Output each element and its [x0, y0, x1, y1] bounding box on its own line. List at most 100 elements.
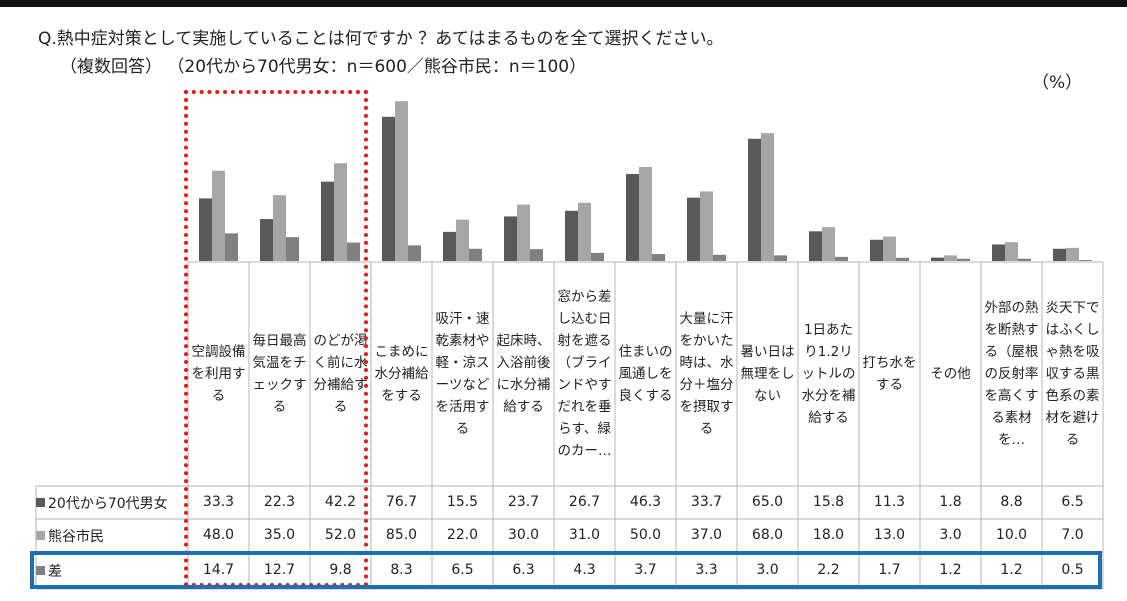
- legend-text: 差: [48, 563, 62, 580]
- sample-description: （複数回答） （20代から70代男女：n＝600／熊谷市民：n＝100）: [60, 57, 587, 77]
- category-label-text: 炎天下ではふくしゃ熱を吸収する黒色系の素材を避ける: [1045, 300, 1100, 448]
- bar-2-15: [1066, 247, 1079, 261]
- bar-3-2: [286, 237, 299, 261]
- table-cell: 10.0: [995, 527, 1028, 543]
- bar-3-7: [591, 252, 604, 261]
- category-label: 打ち水をする: [859, 262, 920, 486]
- category-label: 窓から差し込む日射を遮る（ブラインドやすだれを垂らす、緑のカー…: [554, 262, 615, 486]
- legend-swatch: [36, 566, 45, 575]
- category-label: 起床時、入浴前後に水分補給する: [493, 262, 554, 486]
- category-label: 空調設備を利用する: [188, 262, 249, 486]
- bar-3-15: [1079, 260, 1092, 261]
- legend-text: 20代から70代男女: [48, 495, 168, 512]
- category-label-text: 打ち水をする: [862, 355, 917, 393]
- bar-3-11: [835, 256, 848, 261]
- category-label-text: 空調設備を利用する: [191, 344, 246, 404]
- table-cell: 46.3: [629, 494, 662, 510]
- table-cell: 6.5: [1061, 494, 1084, 510]
- legend-row-label: 差: [36, 552, 182, 589]
- bar-2-4: [395, 101, 408, 261]
- bar-2-5: [456, 219, 469, 261]
- bar-3-1: [225, 233, 238, 261]
- category-label-text: その他: [930, 366, 971, 382]
- category-label-text: 外部の熱を断熱する（屋根の反射率を高くする素材を…: [984, 300, 1039, 448]
- bar-1-5: [443, 231, 456, 261]
- bar-1-7: [565, 210, 578, 261]
- bar-2-14: [1005, 242, 1018, 261]
- bar-2-7: [578, 202, 591, 261]
- table-cell: 2.2: [817, 562, 840, 578]
- category-label: 住まいの風通しを良くする: [615, 262, 676, 486]
- bar-3-14: [1018, 258, 1031, 261]
- table-cell: 8.3: [390, 562, 413, 578]
- table-cell: 1.2: [1000, 562, 1023, 578]
- bar-1-2: [260, 219, 273, 261]
- category-label: 吸汗・速乾素材や軽・涼スーツなどを活用する: [432, 262, 493, 486]
- bar-1-3: [321, 181, 334, 261]
- category-label-text: 暑い日は無理をしない: [740, 344, 795, 404]
- bar-3-3: [347, 242, 360, 261]
- bar-3-6: [530, 249, 543, 261]
- table-cell: 4.3: [573, 562, 596, 578]
- table-cell: 68.0: [751, 527, 784, 543]
- bar-2-12: [883, 236, 896, 261]
- table-cell: 30.0: [507, 527, 540, 543]
- table-cell: 42.2: [324, 494, 357, 510]
- table-cell: 9.8: [329, 562, 352, 578]
- category-label: その他: [920, 262, 981, 486]
- category-label: こまめに水分補給をする: [371, 262, 432, 486]
- table-cell: 8.8: [1000, 494, 1023, 510]
- category-label-text: こまめに水分補給をする: [374, 344, 429, 404]
- top-rule: [0, 0, 1127, 7]
- category-label: 炎天下ではふくしゃ熱を吸収する黒色系の素材を避ける: [1042, 262, 1103, 486]
- table-cell: 0.5: [1061, 562, 1084, 578]
- table-cell: 1.2: [939, 562, 962, 578]
- table-cell: 23.7: [507, 494, 540, 510]
- bar-1-13: [931, 257, 944, 261]
- bar-3-9: [713, 254, 726, 261]
- table-cell: 18.0: [812, 527, 845, 543]
- table-cell: 3.0: [939, 527, 962, 543]
- table-cell: 33.3: [202, 494, 235, 510]
- bar-3-8: [652, 254, 665, 261]
- bar-1-10: [748, 138, 761, 261]
- bar-3-4: [408, 245, 421, 261]
- table-cell: 26.7: [568, 494, 601, 510]
- legend-row-label: 熊谷市民: [36, 519, 182, 552]
- table-cell: 14.7: [202, 562, 235, 578]
- bar-3-12: [896, 257, 909, 261]
- category-label-text: のどが渇く前に水分補給する: [313, 333, 368, 415]
- category-label-text: 起床時、入浴前後に水分補給する: [496, 333, 551, 415]
- category-label: 1日あたり1.2リットルの水分を補給する: [798, 262, 859, 486]
- category-label-text: 吸汗・速乾素材や軽・涼スーツなどを活用する: [435, 311, 490, 437]
- table-cell: 15.5: [446, 494, 479, 510]
- legend-swatch: [36, 498, 45, 507]
- category-label: 外部の熱を断熱する（屋根の反射率を高くする素材を…: [981, 262, 1042, 486]
- table-cell: 11.3: [873, 494, 906, 510]
- table-cell: 65.0: [751, 494, 784, 510]
- bar-3-10: [774, 255, 787, 261]
- bar-2-3: [334, 163, 347, 261]
- table-cell: 31.0: [568, 527, 601, 543]
- category-label-text: 住まいの風通しを良くする: [618, 344, 673, 404]
- category-label-text: 大量に汗をかいた時は、水分＋塩分を摂取する: [679, 311, 734, 437]
- table-cell: 33.7: [690, 494, 723, 510]
- bar-1-1: [199, 198, 212, 261]
- legend-text: 熊谷市民: [48, 528, 104, 545]
- bar-1-6: [504, 216, 517, 261]
- bar-2-10: [761, 133, 774, 261]
- category-label: 暑い日は無理をしない: [737, 262, 798, 486]
- table-cell: 15.8: [812, 494, 845, 510]
- table-cell: 3.0: [756, 562, 779, 578]
- bar-3-13: [957, 258, 970, 261]
- table-cell: 7.0: [1061, 527, 1084, 543]
- bar-1-12: [870, 239, 883, 261]
- table-cell: 3.7: [634, 562, 657, 578]
- bar-2-9: [700, 191, 713, 261]
- table-cell: 6.3: [512, 562, 535, 578]
- table-cell: 6.5: [451, 562, 474, 578]
- bar-2-11: [822, 227, 835, 261]
- table-cell: 3.3: [695, 562, 718, 578]
- table-cell: 1.8: [939, 494, 962, 510]
